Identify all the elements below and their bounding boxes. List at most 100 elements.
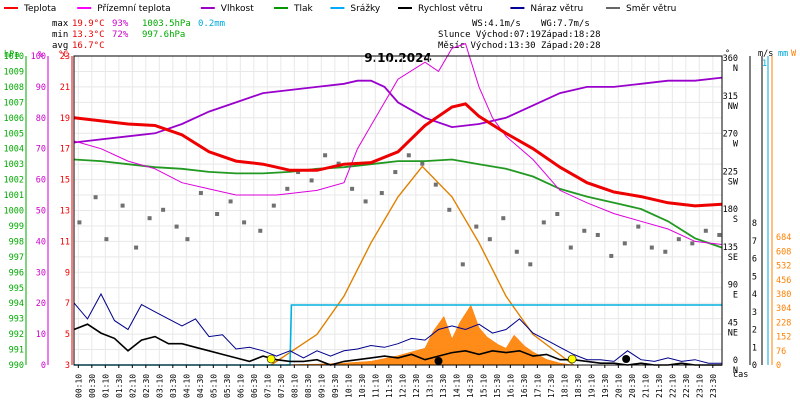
wind-dir-point [296, 170, 301, 175]
x-tick-label: 18:30 [574, 374, 583, 398]
tick-wind-dir-label: NW [728, 102, 739, 112]
x-tick-label: 22:10 [668, 374, 677, 398]
wind-dir-point [258, 228, 263, 233]
x-tick-label: 02:30 [142, 374, 151, 398]
wind-dir-point [622, 241, 627, 246]
tick-pressure_hpa: 991 [9, 346, 24, 356]
stat-gust: WG:7.7m/s [541, 19, 590, 29]
legend-label-0: Teplota [23, 4, 56, 14]
x-tick-label: 12:30 [412, 374, 421, 398]
tick-wind-dir-label: N [733, 366, 738, 376]
tick-temperature_c: 15 [60, 176, 70, 186]
wind-dir-point [174, 224, 179, 229]
tick-wind-ms: 4 [752, 290, 757, 300]
tick-pressure_hpa: 1010 [4, 52, 24, 62]
unit-cas: čas [733, 369, 748, 380]
tick-humidity_pct: 30 [36, 268, 46, 278]
tick-solar: 608 [776, 247, 791, 257]
wind-dir-point [676, 237, 681, 242]
tick-temperature_c: 21 [60, 83, 70, 93]
tick-wind-ms: 8 [752, 219, 757, 229]
tick-temperature_c: 13 [60, 207, 70, 217]
tick-temperature_c: 19 [60, 114, 70, 124]
tick-solar: 0 [776, 361, 781, 371]
axis-units: hPa % °C ° m/s 1 mm W čas [4, 49, 797, 380]
x-tick-label: 08:30 [304, 374, 313, 398]
tick-wind-ms: 1 [752, 343, 757, 353]
x-tick-label: 01:30 [115, 374, 124, 398]
stat-max-temp: 19.9°C [72, 19, 105, 29]
x-tick-label: 04:30 [196, 374, 205, 398]
x-tick-label: 15:30 [493, 374, 502, 398]
tick-wind-dir-deg: 225 [723, 167, 738, 177]
tick-humidity_pct: 10 [36, 330, 46, 340]
plot-frame [73, 55, 723, 366]
plot-area [73, 42, 723, 366]
wind-dir-point [93, 195, 98, 200]
unit-hpa: hPa [4, 50, 19, 60]
tick-wind-dir-deg: 0 [733, 356, 738, 366]
tick-pressure_hpa: 1000 [4, 207, 24, 217]
tick-pressure_hpa: 1004 [4, 145, 24, 155]
x-tick-label: 12:10 [398, 374, 407, 398]
wind-dir-point [447, 207, 452, 212]
x-tick-label: 06:10 [236, 374, 245, 398]
series-pressure [73, 158, 723, 249]
tick-temperature_c: 11 [60, 237, 70, 247]
wind-dir-point [541, 220, 546, 225]
legend-label-3: Tlak [293, 4, 314, 14]
wind-dir-point [271, 203, 276, 208]
tick-wind-dir-label: W [733, 140, 739, 150]
wind-dir-point [487, 237, 492, 242]
moonset-marker [622, 355, 631, 363]
x-tick-label: 19:10 [587, 374, 596, 398]
tick-temperature_c: 5 [65, 330, 70, 340]
chart-title: 9.10.2024 [364, 51, 432, 65]
x-tick-label: 17:10 [533, 374, 542, 398]
tick-pressure_hpa: 1007 [4, 98, 24, 108]
wind-dir-point [379, 191, 384, 196]
tick-humidity_pct: 60 [36, 176, 46, 186]
tick-wind-dir-label: N [733, 64, 738, 74]
tick-pressure_hpa: 995 [9, 284, 24, 294]
series-solar [268, 304, 574, 366]
tick-pressure_hpa: 1009 [4, 67, 24, 77]
stat-max-rain: 0.2mm [198, 19, 225, 29]
tick-temperature_c: 23 [60, 52, 70, 62]
stat-min-press: 997.6hPa [142, 30, 185, 40]
legend-label-4: Srážky [350, 4, 381, 14]
tick-solar: 380 [776, 290, 791, 300]
tick-wind-dir-deg: 180 [723, 205, 738, 215]
legend-label-1: Přízemní teplota [97, 4, 170, 14]
tick-temperature_c: 7 [65, 299, 70, 309]
x-tick-label: 11:10 [371, 374, 380, 398]
legend-label-7: Směr větru [626, 4, 676, 14]
tick-wind-dir-deg: 45 [728, 318, 738, 328]
legend: Teplota Přízemní teplota Vlhkost Tlak Srážky… [4, 4, 676, 14]
x-tick-label: 22:30 [682, 374, 691, 398]
tick-pressure_hpa: 1003 [4, 160, 24, 170]
wind-dir-point [336, 161, 341, 166]
legend-label-5: Rychlost větru [418, 4, 483, 14]
x-tick-label: 09:30 [331, 374, 340, 398]
tick-solar: 228 [776, 318, 791, 328]
tick-solar: 304 [776, 304, 791, 314]
stat-max-label: max [52, 19, 69, 29]
x-tick-label: 20:10 [614, 374, 623, 398]
axes: 9909919929939949959969979989991000100110… [4, 52, 792, 376]
wind-dir-point [717, 232, 722, 237]
tick-humidity_pct: 0 [41, 361, 46, 371]
tick-pressure_hpa: 1008 [4, 83, 24, 93]
wind-dir-point [703, 228, 708, 233]
x-tick-label: 11:30 [385, 374, 394, 398]
wind-dir-point [185, 237, 190, 242]
tick-humidity_pct: 70 [36, 145, 46, 155]
x-tick-label: 16:30 [520, 374, 529, 398]
stat-avg-label: avg [52, 41, 68, 51]
wind-dir-point [460, 262, 465, 267]
wind-dir-point [161, 207, 166, 212]
x-tick-label: 19:30 [601, 374, 610, 398]
wind-dir-point [582, 228, 587, 233]
wind-dir-point [134, 245, 139, 250]
